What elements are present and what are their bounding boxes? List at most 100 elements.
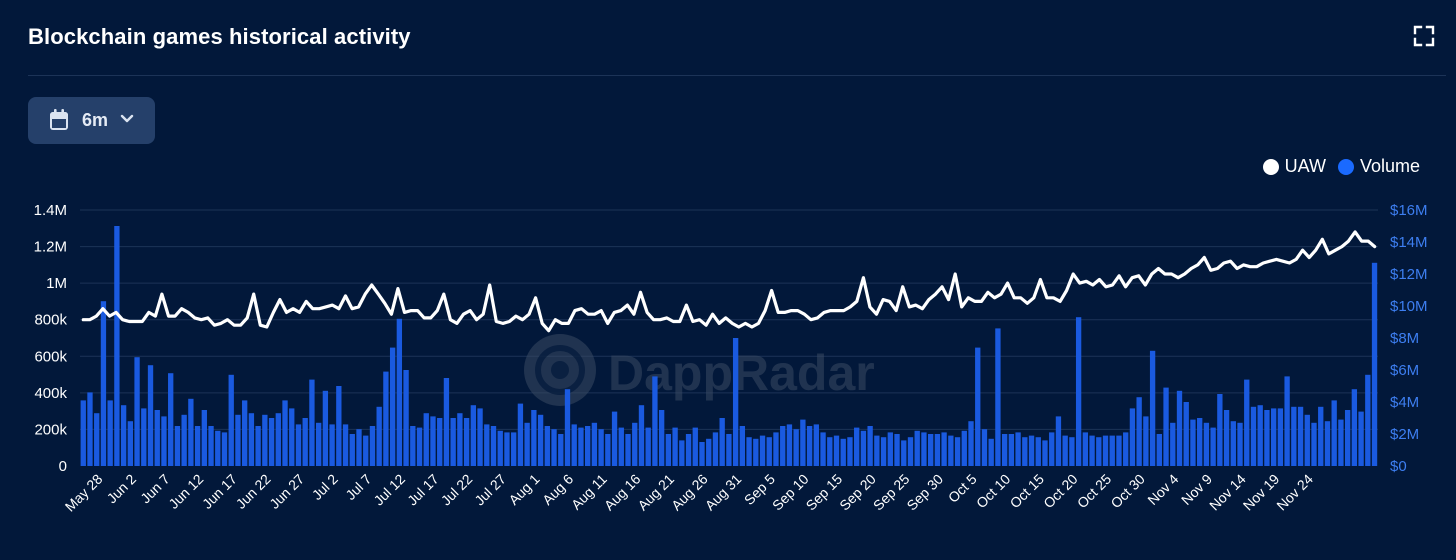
right-tick-label: $12M bbox=[1390, 266, 1428, 283]
volume-bar bbox=[907, 437, 914, 466]
volume-bar bbox=[901, 440, 907, 466]
volume-bar bbox=[564, 389, 571, 466]
volume-bar bbox=[921, 432, 927, 466]
volume-bar bbox=[766, 437, 772, 466]
volume-bar bbox=[1096, 437, 1102, 466]
volume-bar bbox=[1210, 427, 1216, 466]
volume-bar bbox=[504, 432, 510, 466]
right-tick-label: $8M bbox=[1390, 330, 1419, 347]
volume-bar bbox=[638, 405, 645, 466]
volume-bar bbox=[1324, 421, 1331, 466]
volume-bar bbox=[786, 424, 793, 466]
legend-item-volume[interactable]: Volume bbox=[1337, 156, 1420, 177]
legend-swatch-volume bbox=[1337, 158, 1354, 175]
x-tick-label: Jul 12 bbox=[370, 471, 408, 509]
volume-bar bbox=[1223, 410, 1230, 466]
volume-bar bbox=[1089, 435, 1095, 466]
volume-bar bbox=[558, 434, 564, 466]
volume-bar bbox=[854, 427, 860, 466]
volume-bar bbox=[517, 403, 524, 466]
volume-bar bbox=[726, 434, 732, 466]
right-tick-label: $2M bbox=[1390, 426, 1419, 443]
x-tick-label: Oct 30 bbox=[1107, 471, 1148, 512]
volume-bar bbox=[1344, 410, 1351, 466]
x-tick-label: Oct 10 bbox=[973, 471, 1014, 512]
volume-bar bbox=[94, 413, 100, 466]
volume-bar bbox=[968, 421, 974, 466]
volume-bar bbox=[221, 432, 228, 466]
volume-bar bbox=[181, 414, 187, 466]
volume-bar bbox=[356, 429, 362, 466]
volume-bar bbox=[598, 429, 604, 466]
volume-bar bbox=[759, 435, 766, 466]
volume-bar bbox=[981, 429, 988, 466]
volume-bar bbox=[1183, 402, 1189, 466]
volume-bar bbox=[1143, 416, 1149, 466]
legend-swatch-uaw bbox=[1262, 158, 1279, 175]
volume-bar bbox=[1035, 437, 1041, 466]
x-tick-label: Nov 19 bbox=[1240, 471, 1283, 514]
volume-bar bbox=[988, 438, 994, 466]
volume-bar bbox=[161, 416, 167, 466]
volume-bar bbox=[302, 418, 308, 466]
volume-bar bbox=[336, 386, 342, 466]
volume-bar bbox=[605, 434, 611, 466]
volume-bar bbox=[1203, 422, 1210, 466]
volume-bar bbox=[706, 438, 712, 466]
expand-icon[interactable] bbox=[1412, 24, 1436, 48]
x-tick-label: Sep 10 bbox=[769, 471, 812, 514]
volume-bar bbox=[1304, 414, 1310, 466]
volume-bar bbox=[511, 432, 517, 466]
volume-bar bbox=[793, 429, 799, 466]
volume-bar bbox=[1284, 376, 1290, 466]
uaw-line bbox=[81, 230, 1377, 333]
legend-item-uaw[interactable]: UAW bbox=[1262, 156, 1326, 177]
x-tick-label: Jun 22 bbox=[233, 471, 274, 512]
volume-bar bbox=[827, 437, 833, 466]
volume-bar bbox=[80, 400, 86, 466]
volume-bar bbox=[618, 427, 624, 466]
volume-bar bbox=[322, 390, 329, 466]
chevron-down-icon bbox=[120, 114, 134, 123]
chart-title: Blockchain games historical activity bbox=[28, 24, 411, 49]
period-label: 6m bbox=[82, 110, 109, 130]
right-tick-label: $4M bbox=[1390, 394, 1419, 411]
volume-bar bbox=[100, 301, 107, 466]
volume-bar bbox=[1042, 440, 1048, 466]
right-tick-label: $6M bbox=[1390, 362, 1419, 379]
volume-bar bbox=[672, 427, 678, 466]
volume-bar bbox=[658, 410, 665, 466]
x-tick-label: Nov 4 bbox=[1144, 471, 1181, 508]
left-tick-label: 400k bbox=[34, 385, 67, 402]
volume-bar bbox=[571, 424, 577, 466]
volume-bar bbox=[887, 432, 893, 466]
volume-bar bbox=[712, 432, 719, 466]
calendar-icon bbox=[50, 109, 68, 130]
volume-bar bbox=[1257, 405, 1263, 466]
x-tick-label: Jun 17 bbox=[199, 471, 240, 512]
volume-bar bbox=[450, 418, 456, 466]
volume-bar bbox=[282, 400, 288, 466]
volume-bar bbox=[1176, 390, 1183, 466]
period-selector-button[interactable]: 6m bbox=[28, 97, 155, 144]
volume-bar bbox=[813, 424, 819, 466]
left-tick-label: 600k bbox=[34, 348, 67, 365]
volume-bar bbox=[457, 413, 463, 466]
volume-bar bbox=[120, 405, 127, 466]
right-tick-label: $10M bbox=[1390, 298, 1428, 315]
volume-bar bbox=[914, 430, 920, 466]
volume-bar bbox=[430, 416, 436, 466]
volume-bar bbox=[1217, 394, 1223, 466]
chart-legend: UAW Volume bbox=[1251, 156, 1420, 177]
x-tick-label: Oct 20 bbox=[1040, 471, 1081, 512]
volume-bar bbox=[578, 427, 584, 466]
volume-bar bbox=[874, 435, 880, 466]
right-axis: $0 $2M $4M $6M $8M $10M $12M $14M $16M bbox=[1390, 202, 1428, 475]
volume-bar bbox=[1371, 262, 1378, 466]
volume-bar bbox=[860, 430, 867, 466]
volume-bar bbox=[248, 413, 255, 466]
volume-bar bbox=[154, 410, 160, 466]
volume-bar bbox=[87, 392, 93, 466]
volume-bar bbox=[1049, 432, 1055, 466]
